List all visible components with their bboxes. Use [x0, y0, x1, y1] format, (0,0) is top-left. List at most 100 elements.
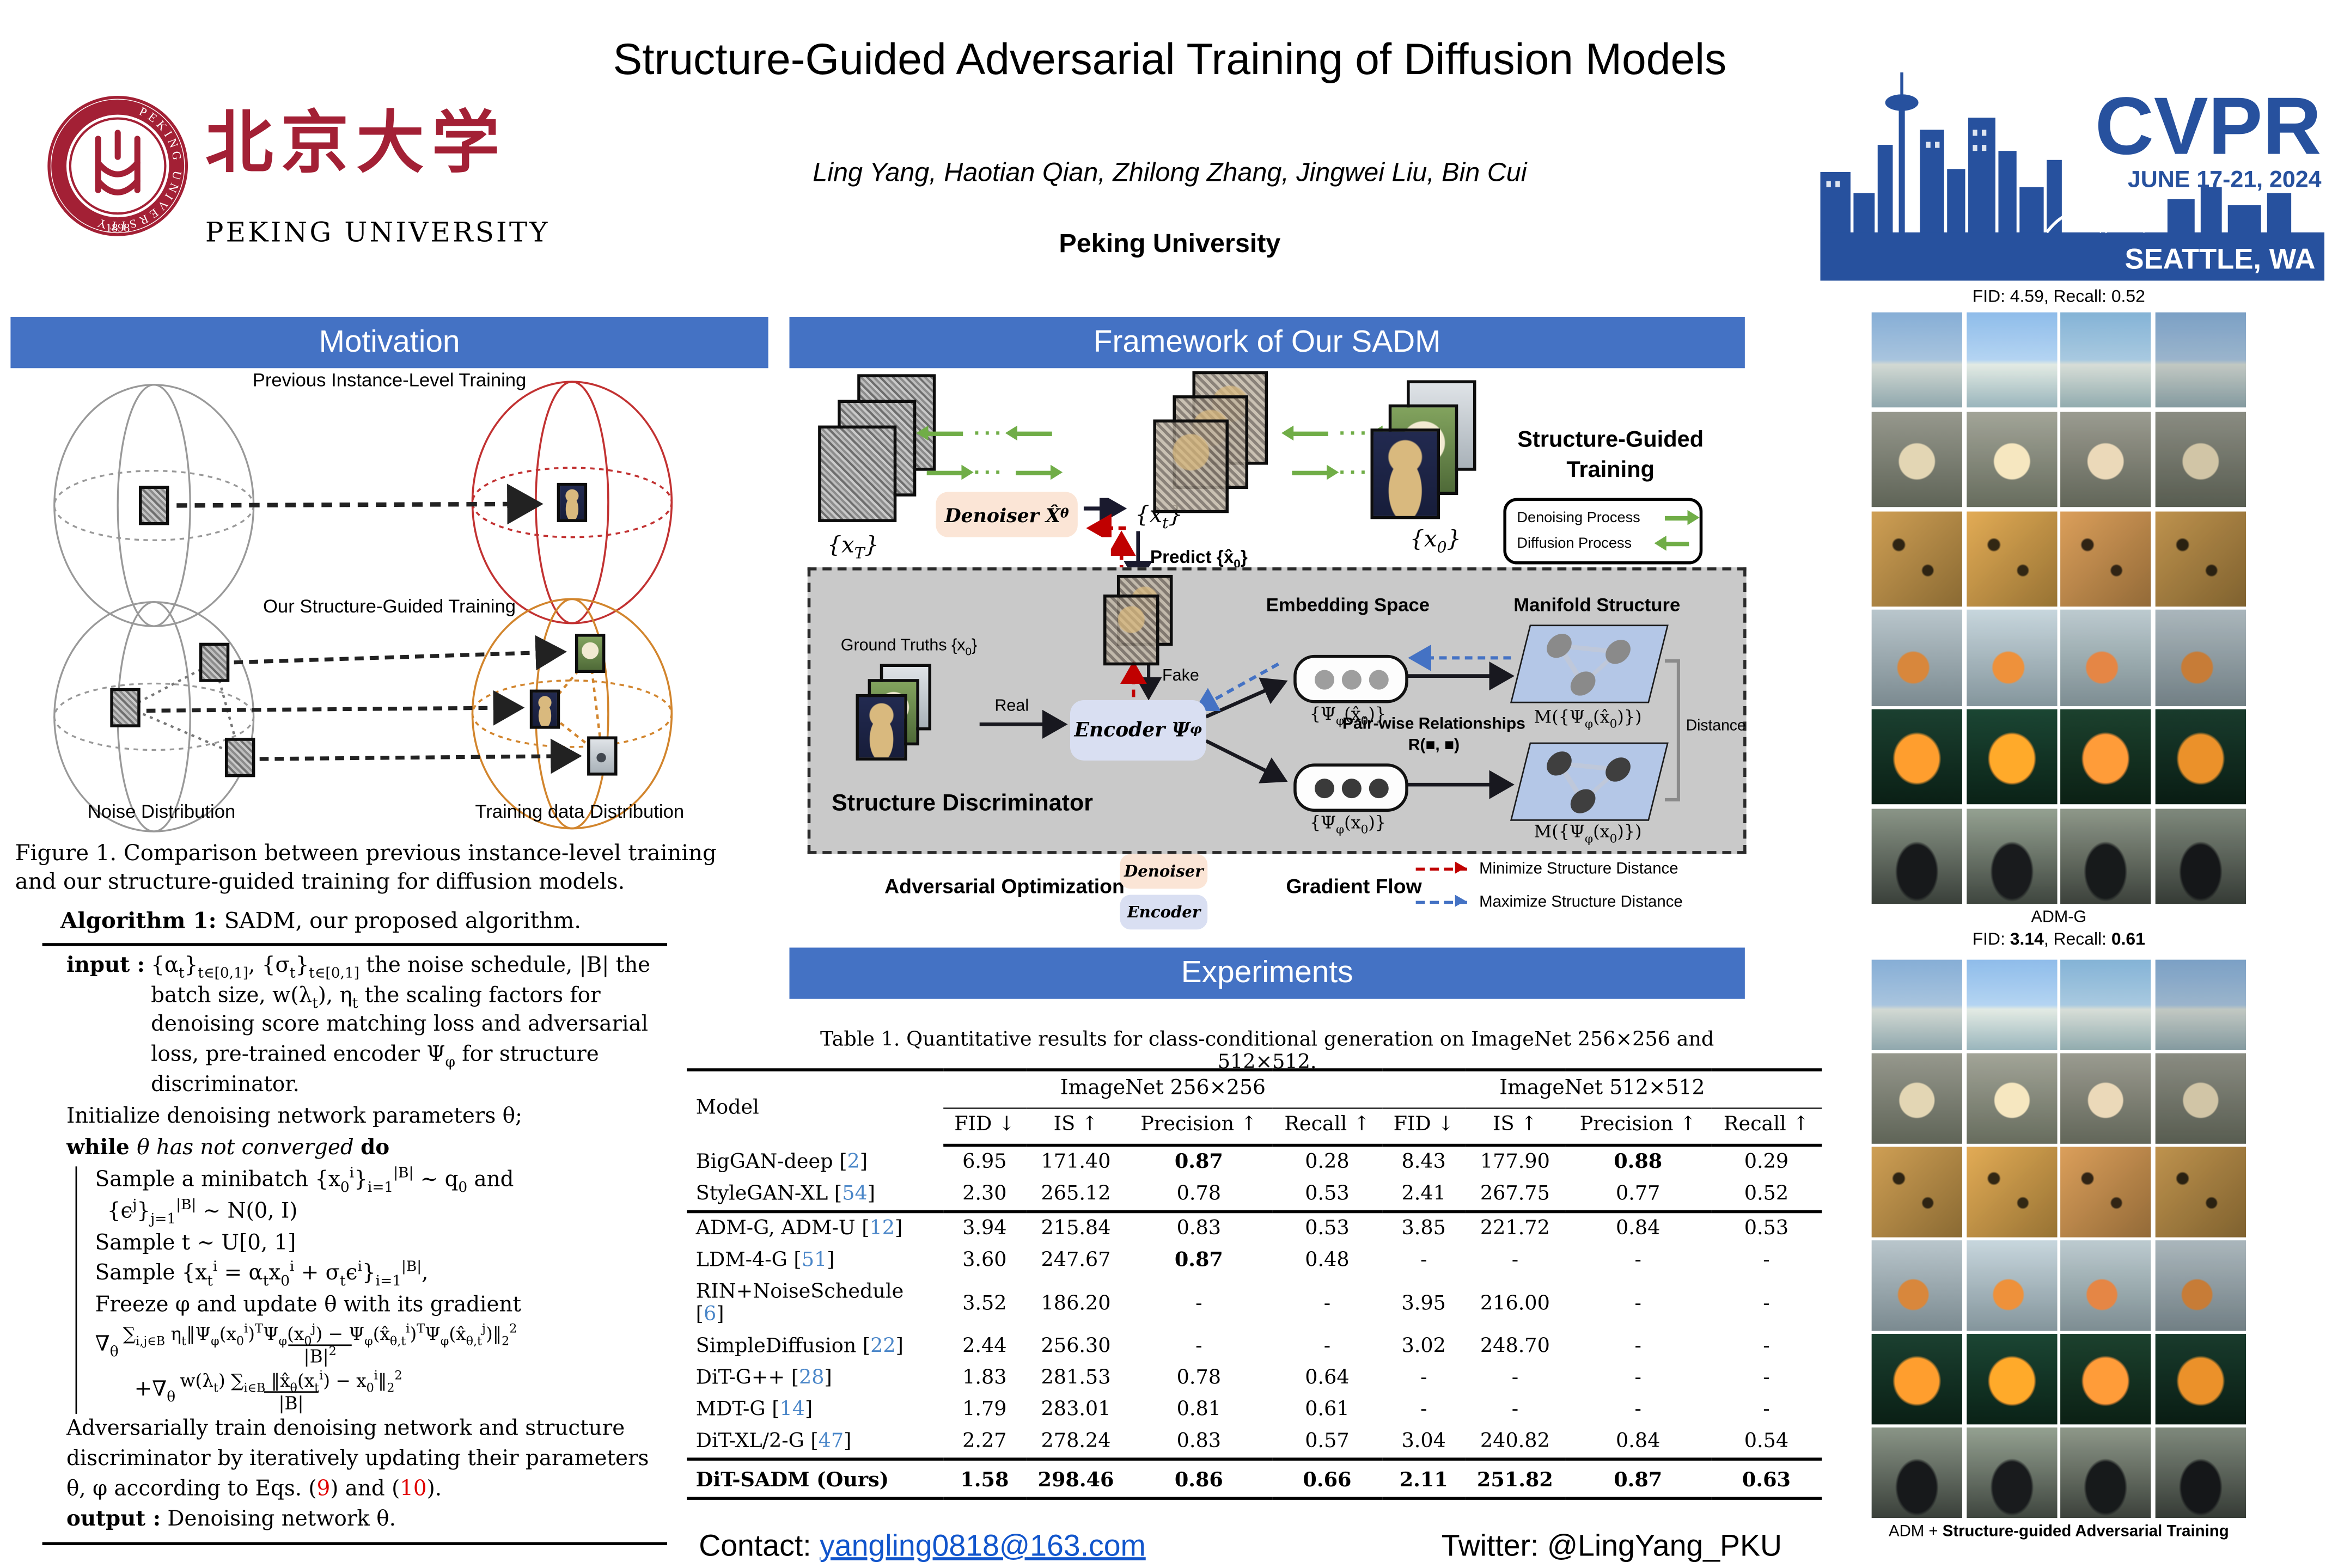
embedding-space-header: Embedding Space — [1266, 594, 1430, 616]
sample-image-sailing-ships — [1871, 959, 1963, 1050]
freeze-line: Freeze φ and update θ with its gradient — [95, 1294, 522, 1318]
metric-cell: 1.79 — [962, 1399, 1007, 1422]
table-row: DiT-SADM (Ours) 1.58 298.46 0.86 0.66 2.11 251… — [687, 1459, 1822, 1498]
metric-cell: - — [1634, 1399, 1641, 1422]
column-header: Precision ↑ — [1126, 1108, 1272, 1147]
column-header: Recall ↑ — [1711, 1108, 1822, 1147]
sample-image-steam-trains — [2155, 1428, 2246, 1518]
sample-image-steam-trains — [2155, 808, 2246, 904]
algorithm-input: input : {αt}t∈[0,1], {σt}t∈[0,1] the noi… — [42, 952, 667, 1101]
maximize-legend-row: Maximize Structure Distance — [1415, 893, 1683, 911]
citation-ref: 6 — [703, 1303, 717, 1327]
sample-image-shih-tzu-dogs — [1871, 411, 1963, 507]
sample-image-steam-trains — [2060, 1428, 2152, 1518]
metric-cell: 3.60 — [962, 1249, 1007, 1272]
section-header-framework: Framework of Our SADM — [789, 317, 1745, 369]
noise-distribution-label: Noise Distribution — [87, 801, 236, 823]
sample-image-brambling-birds — [1966, 610, 2057, 706]
column-group-header: ImageNet 256×256 — [943, 1069, 1383, 1110]
metric-cell: 0.54 — [1711, 1426, 1822, 1461]
table-caption: Table 1. Quantitative results for class-… — [820, 1029, 1714, 1075]
text-segment: ) and ( — [330, 1477, 400, 1501]
gradient-term-2: +∇θ w(λt) ∑i∈B ‖x̂θ(xti) − x0i‖22 |B| — [95, 1369, 667, 1413]
metric-cell: 0.77 — [1565, 1178, 1711, 1214]
column-header: Precision ↑ — [1565, 1108, 1711, 1147]
metric-cell: 0.64 — [1305, 1367, 1350, 1390]
metric-cell: 221.72 — [1480, 1217, 1550, 1241]
sample-image-brambling-birds — [1966, 1240, 2057, 1331]
text-segment: FID: — [1972, 931, 2010, 950]
noisy-stack-xt — [1153, 371, 1289, 516]
svg-text:JUNE 17-21, 2024: JUNE 17-21, 2024 — [2128, 167, 2322, 193]
bird-image-icon — [587, 736, 618, 776]
table-row: MDT-G [14] 1.79 283.01 0.81 0.61 - - - - — [687, 1394, 1822, 1426]
gradient-term-1: ∇θ ∑i,j∈B ηt‖Ψφ(x0i)TΨφ(x0j) − Ψφ(x̂θ,ti… — [95, 1323, 667, 1368]
sample-image-shih-tzu-dogs — [2060, 1053, 2152, 1143]
column-header-model: Model — [695, 1097, 759, 1120]
sample-image-brambling-birds — [1871, 610, 1963, 706]
text-segment: 10 — [400, 1477, 427, 1501]
metric-cell: - — [1634, 1335, 1641, 1358]
metric-cell: 298.46 — [1037, 1469, 1114, 1493]
sample-image-sailing-ships — [2060, 959, 2152, 1050]
text-segment: , Recall: — [2043, 931, 2111, 950]
contact-email-link[interactable]: yangling0818@163.com — [820, 1530, 1146, 1564]
text-segment: ). — [426, 1477, 442, 1501]
text-segment: do — [361, 1136, 390, 1161]
metric-cell: - — [1323, 1335, 1331, 1358]
real-label: Real — [994, 697, 1029, 715]
noise-sample-icon — [138, 486, 169, 525]
metric-cell: 216.00 — [1480, 1292, 1550, 1315]
sample-image-goldfish — [1966, 709, 2057, 805]
metric-cell: 215.84 — [1041, 1217, 1111, 1241]
metric-cell: 3.85 — [1401, 1217, 1446, 1241]
metric-cell: - — [1763, 1367, 1770, 1390]
sample-image-leopards — [2155, 511, 2246, 607]
metric-cell: - — [1420, 1367, 1427, 1390]
clean-stack-x0 — [1370, 380, 1492, 525]
sample-image-steam-trains — [1966, 1428, 2057, 1518]
sample-image-goldfish — [1966, 1334, 2057, 1425]
metric-cell: 0.61 — [1305, 1399, 1350, 1422]
results-table-wrap: Model ImageNet 256×256 ImageNet 512×512 FID… — [687, 1068, 1822, 1500]
ours-sample-grid — [1871, 959, 2246, 1518]
affiliation: Peking University — [1059, 228, 1281, 258]
minimize-legend-row: Minimize Structure Distance — [1415, 860, 1678, 878]
text-segment: Adversarially train denoising network an… — [66, 1417, 649, 1501]
text-segment: 0.61 — [2111, 931, 2145, 950]
algorithm-title: Algorithm 1: SADM, our proposed algorith… — [42, 907, 667, 938]
metric-cell: 0.84 — [1616, 1217, 1661, 1241]
metric-cell: 186.20 — [1041, 1292, 1111, 1315]
metric-cell: 281.53 — [1041, 1367, 1111, 1390]
metric-cell: 3.02 — [1401, 1335, 1446, 1358]
model-name-cell: RIN+NoiseSchedule [6] — [695, 1281, 904, 1327]
svg-text:SEATTLE, WA: SEATTLE, WA — [2125, 243, 2316, 275]
metric-cell: 248.70 — [1480, 1335, 1550, 1358]
red-dashed-arrow-icon — [1415, 861, 1467, 874]
metric-cell: 0.83 — [1176, 1217, 1222, 1241]
metric-cell: 0.83 — [1126, 1426, 1272, 1461]
metric-cell: - — [1195, 1335, 1202, 1358]
embedding-fake-label: {Ψφ(x̂0)} — [1309, 703, 1387, 728]
sample-image-leopards — [1871, 1147, 1963, 1237]
metric-cell: 8.43 — [1401, 1151, 1446, 1174]
sample-image-sailing-ships — [1871, 312, 1963, 408]
motivation-figure-drawing — [53, 381, 673, 832]
diffusion-process-label: Diffusion Process — [1517, 535, 1632, 553]
denoiser-box: Denoiser X̂ θ — [936, 492, 1078, 537]
metric-cell: 0.53 — [1305, 1217, 1350, 1241]
metric-cell: 0.48 — [1305, 1249, 1350, 1272]
sample-image-sailing-ships — [2155, 959, 2246, 1050]
graph-icon — [1547, 751, 1631, 813]
encoder-chip: Encoder — [1120, 895, 1208, 930]
data-distribution-label: Training data Distribution — [475, 801, 685, 823]
noise-sample-icon — [110, 688, 141, 727]
sample-image-steam-trains — [1871, 808, 1963, 904]
discriminator-arrows — [979, 644, 1680, 801]
sample-image-shih-tzu-dogs — [2155, 411, 2246, 507]
fraction-denominator: |B|2 — [288, 1345, 352, 1368]
column-header: Recall ↑ — [1272, 1108, 1383, 1147]
adm-g-sample-grid — [1871, 312, 2246, 904]
metric-cell: 0.66 — [1303, 1469, 1352, 1493]
sample-image-goldfish — [2060, 709, 2152, 805]
